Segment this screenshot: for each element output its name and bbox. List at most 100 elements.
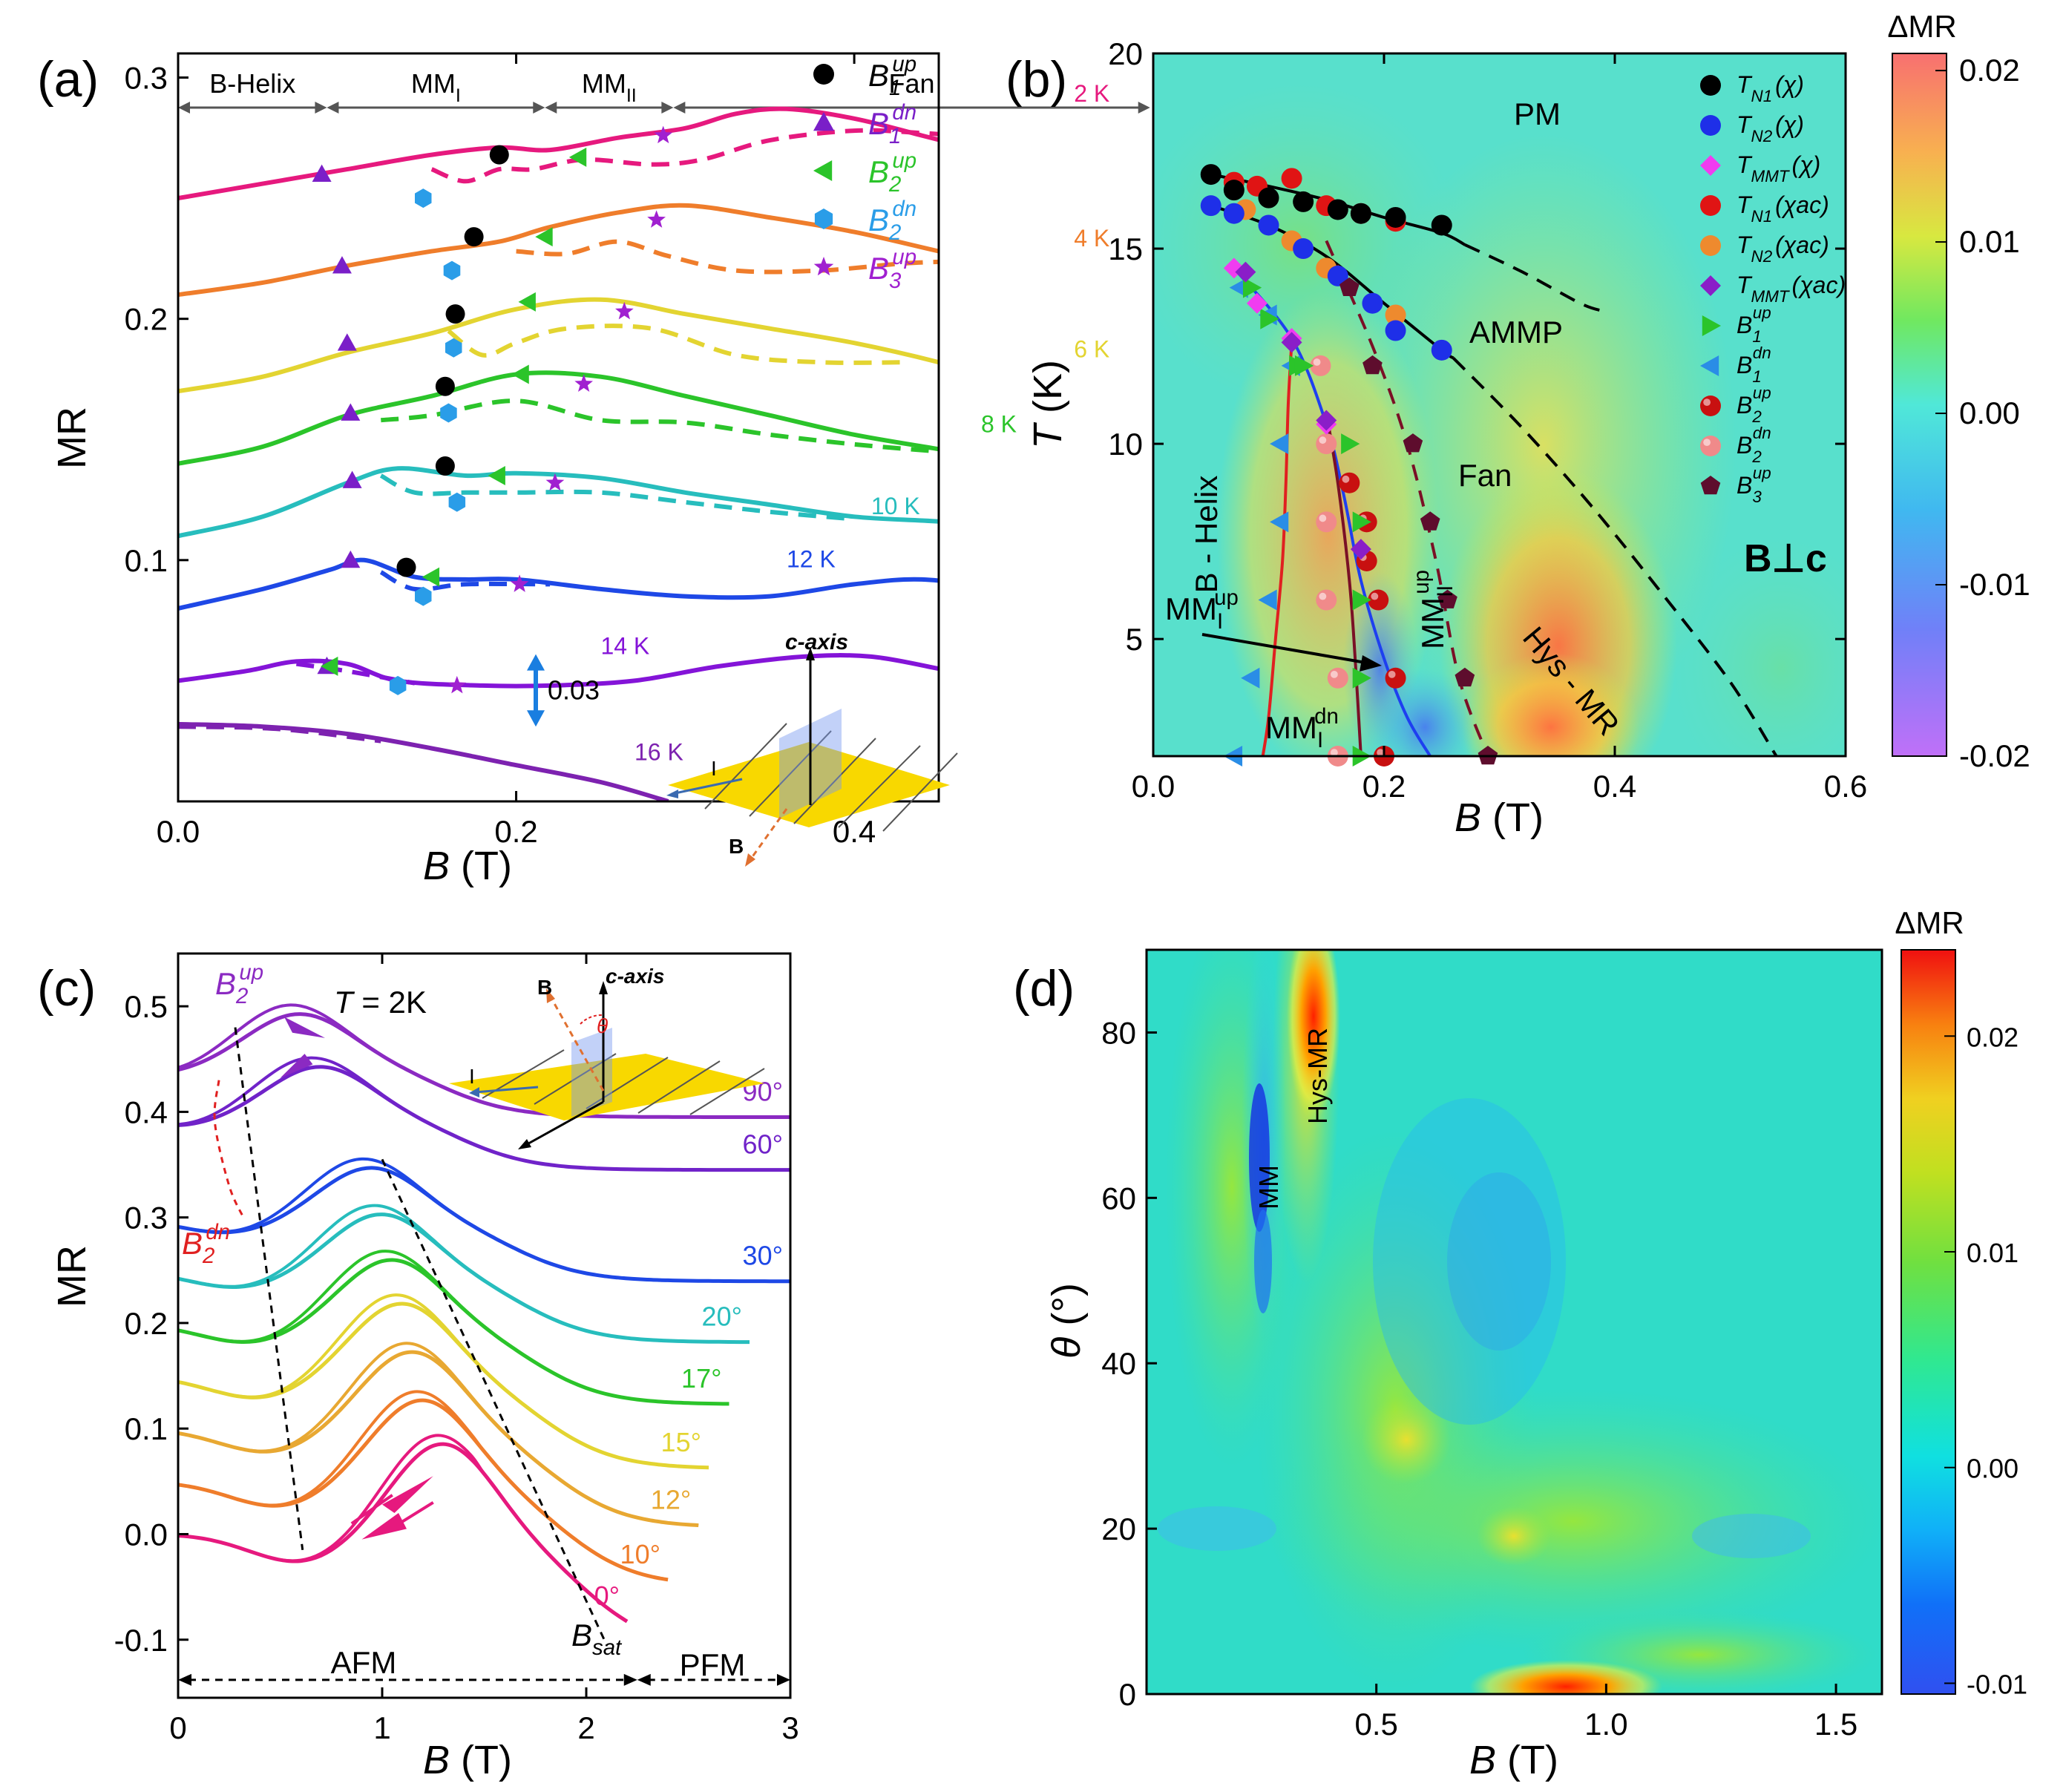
region-mm: MM: [1253, 1165, 1284, 1210]
marker-b2up: [535, 227, 553, 247]
y-tick-label: 0.3: [125, 1201, 168, 1235]
scale-bar: 0.03: [527, 654, 600, 727]
colorbar-tick-label: -0.01: [1959, 567, 2030, 602]
point-TN1_chi: [1293, 191, 1314, 212]
label-b2up-sup: up: [239, 960, 263, 985]
field-markers: [312, 125, 673, 695]
point-TN1_chi: [1327, 199, 1348, 220]
axes: 0.0 0.2 0.4 0.1 0.2 0.3 B (T) MR 2 K 4 K 6 K 8 K 10 …: [50, 52, 1109, 888]
curve-return-15°: [178, 1293, 709, 1469]
point-TN1_chi: [1431, 214, 1452, 236]
point-TN2_chi: [1385, 320, 1406, 341]
point-B2dn-shine: [1319, 436, 1327, 444]
y-tick-label: 20: [1108, 36, 1143, 71]
plot-frame: [1152, 52, 1847, 758]
panel-a-label: (a): [37, 51, 99, 108]
sweep-purple-up: [284, 1017, 325, 1038]
legend-label-sup: up: [892, 52, 916, 76]
phase-arrow-left: [327, 102, 339, 114]
legend-label-sub: 2: [888, 220, 901, 245]
dash-bsat: [381, 1158, 608, 1646]
x-axis-unit: (T): [450, 844, 512, 888]
region-mm-dn-base: MM: [1265, 710, 1317, 745]
label-b2dn-sub: 2: [202, 1244, 214, 1268]
label-afm: AFM: [331, 1645, 397, 1680]
plot-frame: [177, 52, 940, 803]
region-bperpc: B⊥c: [1744, 537, 1827, 580]
region-hysmr: Hys-MR: [1302, 1028, 1333, 1124]
legend-label-sub: 2: [1751, 407, 1762, 426]
sweep-down-arrow: [361, 1513, 407, 1540]
curve-label: 14 K: [600, 633, 649, 660]
point-TMMT_ac: [1350, 539, 1371, 560]
inset-field-label: B: [537, 976, 552, 999]
point-B1up: [1352, 589, 1371, 611]
legend-label-sub: N1: [1751, 87, 1773, 105]
legend-label: B1 dn: [1737, 344, 1771, 386]
point-TN2_ac: [1385, 304, 1406, 326]
legend-label-sub: 3: [1752, 488, 1762, 506]
curve-dn-6K: [447, 324, 905, 365]
point-B2up: [1339, 472, 1360, 493]
pfm-arrow-right: [777, 1673, 790, 1686]
x-tick-label: 0.5: [1354, 1707, 1397, 1742]
point-TN2_chi: [1431, 339, 1452, 361]
theta-label: θ: [597, 1014, 608, 1037]
axes: 0.0 0.2 0.4 0.6 5 10 15 20 B (T) T (K): [1026, 36, 1867, 840]
panel-c-label: (c): [37, 960, 96, 1017]
curve-12°: [178, 1350, 699, 1528]
label-bsat-sub: sat: [592, 1635, 623, 1660]
y-tick-label: 0.4: [125, 1094, 168, 1129]
x-axis-symbol: B: [1455, 795, 1481, 840]
legend-marker: [813, 257, 834, 276]
point-B3up: [1403, 433, 1423, 453]
legend-label-sub: N1: [1751, 207, 1773, 226]
marker-b1dn: [337, 333, 357, 351]
x-tick-label: 3: [781, 1710, 798, 1745]
mm-up-arrow: [1201, 633, 1366, 664]
colorbar-gradient: [1892, 53, 1947, 757]
marker-b2dn: [415, 188, 432, 209]
legend-marker: [1700, 75, 1721, 96]
x-axis-label: B (T): [1455, 795, 1544, 840]
curve-label: 10 K: [871, 493, 920, 519]
marker-b2up: [422, 567, 440, 587]
y-tick-label: 5: [1126, 622, 1143, 657]
x-tick-label: 0.4: [1593, 769, 1636, 804]
inset-c-axis-label: c-axis: [606, 965, 664, 988]
label-b2up: B2up: [215, 960, 263, 1008]
curve-return-60°: [178, 1056, 790, 1172]
point-TMMT_ac: [1281, 332, 1302, 353]
curve-label: 4 K: [1074, 225, 1109, 252]
y-tick-label: 0.0: [125, 1517, 168, 1552]
point-B2dn: [1316, 433, 1337, 455]
marker-b2dn: [448, 492, 466, 512]
marker-legend: TN1 (χ)TN2 (χ)TMMT (χ)TN1 (χac)TN2 (χac)TMMT(…: [1700, 71, 1846, 506]
plot-frame: [177, 952, 792, 1699]
phase-line-TN1_ext: [1464, 243, 1604, 313]
legend-label-base: B: [868, 203, 889, 237]
legend-label-sup: up: [892, 245, 916, 269]
legend-label-base: B: [868, 106, 889, 141]
y-axis-unit: (K): [1026, 360, 1070, 424]
afm-arrow-right: [623, 1673, 637, 1686]
region-mm-dn-sub: I: [1317, 728, 1323, 752]
colorbar-tick-label: -0.02: [1959, 738, 2030, 773]
curve-up-8K: [178, 370, 939, 466]
legend-label-tail: (χ): [1775, 111, 1804, 138]
colorbar-tick-label: -0.01: [1967, 1669, 2027, 1699]
panel-d: (d) 0.5 1.0 1.5 0 20 40 60 80 B (T) θ (°) MM Hys-M…: [1013, 905, 2027, 1782]
point-B1up: [1294, 355, 1314, 376]
curve-up-16K: [178, 721, 669, 801]
point-B1up: [1242, 277, 1262, 298]
point-B1up: [1352, 511, 1371, 533]
point-B2dn: [1327, 667, 1348, 689]
marker-b3up: [647, 210, 666, 228]
marker-b1dn: [332, 256, 352, 274]
y-tick-label: 0: [1119, 1677, 1136, 1712]
point-TN1_chi: [1200, 164, 1221, 186]
point-B2dn-shine: [1313, 358, 1321, 366]
curve-return-10°: [178, 1390, 669, 1581]
